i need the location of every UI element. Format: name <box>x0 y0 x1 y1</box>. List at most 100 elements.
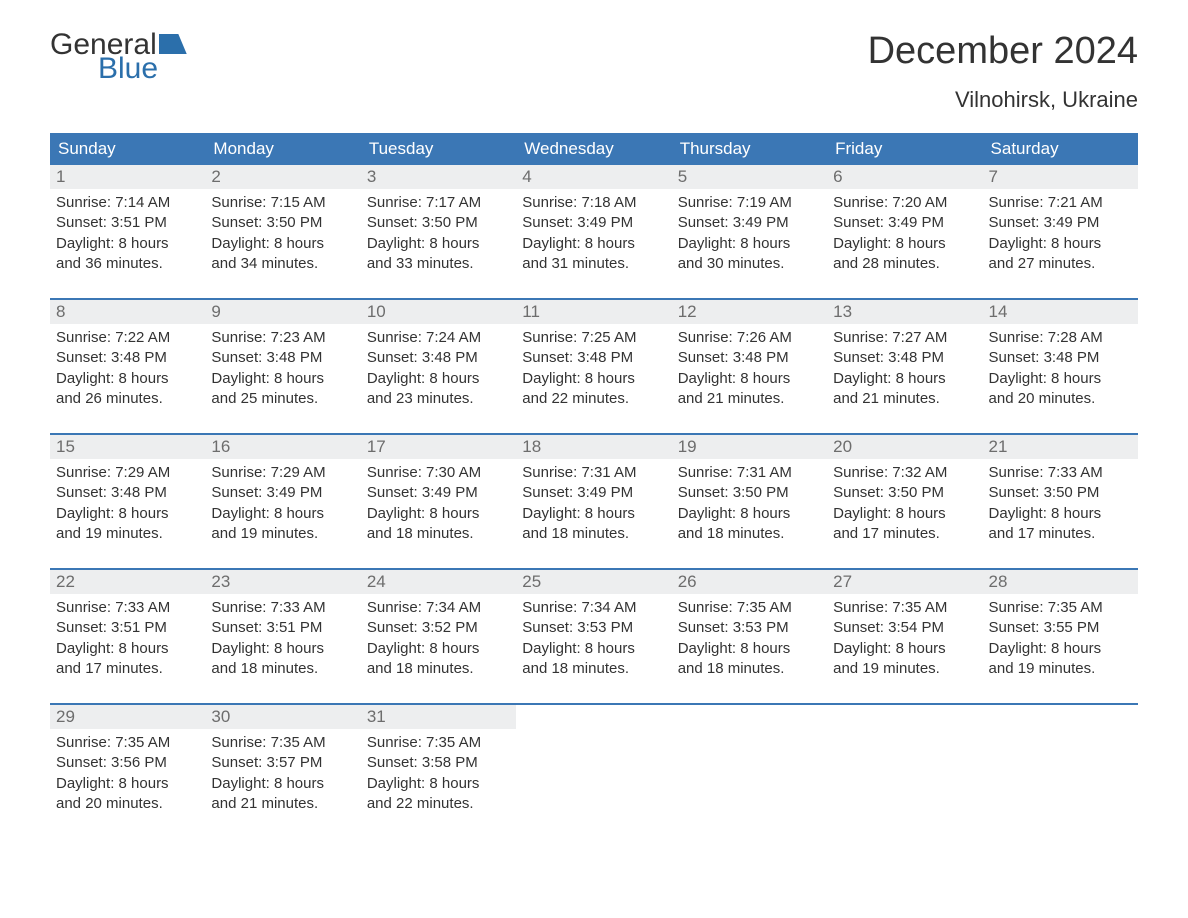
day-d2: and 28 minutes. <box>833 254 976 274</box>
day-number: 31 <box>361 705 516 729</box>
day-cell <box>983 705 1138 820</box>
day-d1: Daylight: 8 hours <box>989 639 1132 659</box>
day-d1: Daylight: 8 hours <box>989 369 1132 389</box>
day-cell: 30Sunrise: 7:35 AMSunset: 3:57 PMDayligh… <box>205 705 360 820</box>
day-cell: 17Sunrise: 7:30 AMSunset: 3:49 PMDayligh… <box>361 435 516 550</box>
day-cell: 4Sunrise: 7:18 AMSunset: 3:49 PMDaylight… <box>516 165 671 280</box>
day-d1: Daylight: 8 hours <box>678 504 821 524</box>
day-number: 13 <box>827 300 982 324</box>
day-sunrise: Sunrise: 7:30 AM <box>367 463 510 483</box>
day-body: Sunrise: 7:33 AMSunset: 3:50 PMDaylight:… <box>983 459 1138 550</box>
day-sunset: Sunset: 3:53 PM <box>522 618 665 638</box>
day-number: 27 <box>827 570 982 594</box>
day-d1: Daylight: 8 hours <box>989 234 1132 254</box>
day-d1: Daylight: 8 hours <box>833 639 976 659</box>
day-sunrise: Sunrise: 7:35 AM <box>56 733 199 753</box>
flag-icon <box>159 34 187 54</box>
day-d2: and 30 minutes. <box>678 254 821 274</box>
day-cell: 20Sunrise: 7:32 AMSunset: 3:50 PMDayligh… <box>827 435 982 550</box>
day-sunrise: Sunrise: 7:33 AM <box>56 598 199 618</box>
day-sunrise: Sunrise: 7:28 AM <box>989 328 1132 348</box>
day-d2: and 20 minutes. <box>989 389 1132 409</box>
day-cell: 7Sunrise: 7:21 AMSunset: 3:49 PMDaylight… <box>983 165 1138 280</box>
day-body: Sunrise: 7:33 AMSunset: 3:51 PMDaylight:… <box>205 594 360 685</box>
day-cell: 29Sunrise: 7:35 AMSunset: 3:56 PMDayligh… <box>50 705 205 820</box>
day-body: Sunrise: 7:34 AMSunset: 3:53 PMDaylight:… <box>516 594 671 685</box>
day-sunrise: Sunrise: 7:18 AM <box>522 193 665 213</box>
week-row: 29Sunrise: 7:35 AMSunset: 3:56 PMDayligh… <box>50 703 1138 820</box>
day-d1: Daylight: 8 hours <box>367 234 510 254</box>
day-d2: and 25 minutes. <box>211 389 354 409</box>
day-d1: Daylight: 8 hours <box>833 234 976 254</box>
day-number: 17 <box>361 435 516 459</box>
day-d2: and 19 minutes. <box>989 659 1132 679</box>
day-d2: and 17 minutes. <box>833 524 976 544</box>
day-cell: 24Sunrise: 7:34 AMSunset: 3:52 PMDayligh… <box>361 570 516 685</box>
day-body: Sunrise: 7:24 AMSunset: 3:48 PMDaylight:… <box>361 324 516 415</box>
logo: General Blue <box>50 30 187 84</box>
day-sunset: Sunset: 3:49 PM <box>989 213 1132 233</box>
week-row: 22Sunrise: 7:33 AMSunset: 3:51 PMDayligh… <box>50 568 1138 685</box>
day-d1: Daylight: 8 hours <box>989 504 1132 524</box>
day-d2: and 21 minutes. <box>833 389 976 409</box>
day-sunrise: Sunrise: 7:31 AM <box>522 463 665 483</box>
day-d2: and 17 minutes. <box>989 524 1132 544</box>
day-number: 23 <box>205 570 360 594</box>
day-sunset: Sunset: 3:48 PM <box>833 348 976 368</box>
week-row: 8Sunrise: 7:22 AMSunset: 3:48 PMDaylight… <box>50 298 1138 415</box>
day-d1: Daylight: 8 hours <box>211 504 354 524</box>
day-number: 16 <box>205 435 360 459</box>
day-number: 15 <box>50 435 205 459</box>
day-d2: and 19 minutes. <box>56 524 199 544</box>
day-d1: Daylight: 8 hours <box>211 369 354 389</box>
day-body: Sunrise: 7:35 AMSunset: 3:56 PMDaylight:… <box>50 729 205 820</box>
day-d1: Daylight: 8 hours <box>367 774 510 794</box>
day-sunset: Sunset: 3:50 PM <box>367 213 510 233</box>
day-sunset: Sunset: 3:54 PM <box>833 618 976 638</box>
day-d1: Daylight: 8 hours <box>56 369 199 389</box>
day-number: 26 <box>672 570 827 594</box>
day-d1: Daylight: 8 hours <box>56 234 199 254</box>
day-cell: 1Sunrise: 7:14 AMSunset: 3:51 PMDaylight… <box>50 165 205 280</box>
day-cell: 5Sunrise: 7:19 AMSunset: 3:49 PMDaylight… <box>672 165 827 280</box>
day-header: Friday <box>827 133 982 165</box>
day-number: 22 <box>50 570 205 594</box>
day-body: Sunrise: 7:28 AMSunset: 3:48 PMDaylight:… <box>983 324 1138 415</box>
day-cell: 3Sunrise: 7:17 AMSunset: 3:50 PMDaylight… <box>361 165 516 280</box>
day-number: 30 <box>205 705 360 729</box>
day-sunrise: Sunrise: 7:14 AM <box>56 193 199 213</box>
day-d1: Daylight: 8 hours <box>56 504 199 524</box>
day-body: Sunrise: 7:22 AMSunset: 3:48 PMDaylight:… <box>50 324 205 415</box>
day-d1: Daylight: 8 hours <box>367 369 510 389</box>
day-sunrise: Sunrise: 7:35 AM <box>367 733 510 753</box>
day-sunrise: Sunrise: 7:26 AM <box>678 328 821 348</box>
page-header: General Blue December 2024 Vilnohirsk, U… <box>50 30 1138 113</box>
day-d2: and 18 minutes. <box>211 659 354 679</box>
day-d2: and 19 minutes. <box>833 659 976 679</box>
day-d2: and 31 minutes. <box>522 254 665 274</box>
day-sunrise: Sunrise: 7:33 AM <box>211 598 354 618</box>
day-body: Sunrise: 7:23 AMSunset: 3:48 PMDaylight:… <box>205 324 360 415</box>
day-sunrise: Sunrise: 7:25 AM <box>522 328 665 348</box>
day-sunrise: Sunrise: 7:34 AM <box>522 598 665 618</box>
day-cell: 15Sunrise: 7:29 AMSunset: 3:48 PMDayligh… <box>50 435 205 550</box>
day-d2: and 23 minutes. <box>367 389 510 409</box>
day-d2: and 18 minutes. <box>367 524 510 544</box>
day-body: Sunrise: 7:32 AMSunset: 3:50 PMDaylight:… <box>827 459 982 550</box>
day-d1: Daylight: 8 hours <box>678 639 821 659</box>
day-header: Sunday <box>50 133 205 165</box>
day-sunset: Sunset: 3:56 PM <box>56 753 199 773</box>
day-cell: 18Sunrise: 7:31 AMSunset: 3:49 PMDayligh… <box>516 435 671 550</box>
day-cell: 12Sunrise: 7:26 AMSunset: 3:48 PMDayligh… <box>672 300 827 415</box>
day-number <box>983 705 1138 729</box>
day-cell: 23Sunrise: 7:33 AMSunset: 3:51 PMDayligh… <box>205 570 360 685</box>
day-d2: and 18 minutes. <box>678 659 821 679</box>
day-d1: Daylight: 8 hours <box>522 234 665 254</box>
day-d2: and 21 minutes. <box>678 389 821 409</box>
day-body: Sunrise: 7:29 AMSunset: 3:49 PMDaylight:… <box>205 459 360 550</box>
day-d1: Daylight: 8 hours <box>211 774 354 794</box>
day-sunset: Sunset: 3:48 PM <box>678 348 821 368</box>
day-number: 11 <box>516 300 671 324</box>
day-d2: and 26 minutes. <box>56 389 199 409</box>
day-body: Sunrise: 7:35 AMSunset: 3:57 PMDaylight:… <box>205 729 360 820</box>
